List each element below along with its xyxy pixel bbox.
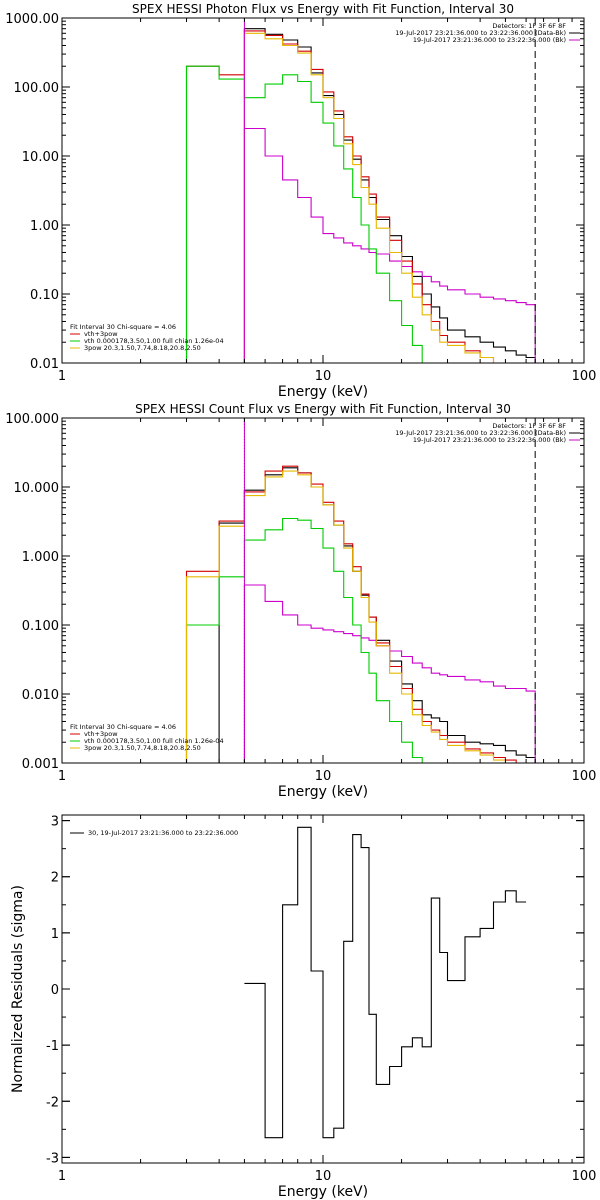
legend-entry: 3pow 20.3,1.50,7.74,8.18,20.8,2.50 (84, 744, 201, 752)
header-line: 19-Jul-2017 23:21:36.000 to 23:22:36.000… (413, 36, 566, 44)
chart-3: 1 10 100 -3 -2 -1 0 1 2 3 Energy (keV) Normalized R… (10, 814, 597, 1200)
header-line: 19-Jul-2017 23:21:36.000 to 23:22:36.000… (395, 429, 566, 437)
series-3pow (185, 470, 517, 763)
series-3pow (243, 32, 506, 363)
legend-entry: 30, 19-Jul-2017 23:21:36.000 to 23:22:36… (88, 829, 238, 837)
x-tick-label: 100 (572, 769, 597, 784)
header-line: 19-Jul-2017 23:21:36.000 to 23:22:36.000… (395, 29, 566, 37)
header-line: Detectors: 1F 3F 6F 8F (492, 422, 566, 430)
legend-entry: vth+3pow (84, 730, 118, 738)
y-axis-label: Normalized Residuals (sigma) (10, 885, 26, 1093)
series-vth (185, 517, 423, 763)
legend-entry: 3pow 20.3,1.50,7.74,8.18,20.8,2.50 (84, 344, 201, 352)
y-tick-label: 10.000 (14, 481, 60, 496)
x-tick-label: 1 (58, 369, 66, 384)
x-tick-label: 1 (58, 769, 66, 784)
y-tick-label: 2 (51, 871, 59, 886)
y-tick-label: 0 (51, 983, 59, 998)
plot-area (185, 18, 536, 363)
y-tick-label: -2 (46, 1095, 59, 1110)
x-tick-label: 10 (315, 1169, 332, 1184)
y-tick-label: 0.010 (22, 688, 59, 703)
series-vth-3pow (185, 465, 527, 763)
legend: Fit Interval 30 Chi-square = 4.06vth+3po… (70, 723, 224, 752)
y-tick-label: 0.001 (22, 757, 59, 772)
x-tick-label: 100 (572, 369, 597, 384)
x-tick-label: 1 (58, 1169, 66, 1184)
plot-frame (61, 417, 585, 764)
y-tick-label: 0.01 (30, 357, 59, 372)
chart-title: SPEX HESSI Photon Flux vs Energy with Fi… (132, 2, 514, 16)
y-tick-label: 100.00 (14, 81, 60, 96)
x-axis-label: Energy (keV) (278, 384, 368, 400)
legend: 30, 19-Jul-2017 23:21:36.000 to 23:22:36… (70, 829, 238, 837)
header-line: 19-Jul-2017 23:21:36.000 to 23:22:36.000… (413, 436, 566, 444)
y-tick-label: 1.000 (22, 550, 59, 565)
header-line: Detectors: 1F 3F 6F 8F (492, 22, 566, 30)
series-data-bk (218, 467, 536, 763)
y-tick-label: 0.100 (22, 619, 59, 634)
plot-area (185, 418, 536, 763)
y-tick-label: 0.10 (30, 288, 59, 303)
legend-entry: vth 0.000178,3.50,1.00 full chian 1.26e-… (84, 337, 224, 345)
y-tick-label: 3 (51, 815, 59, 830)
y-tick-label: -1 (46, 1039, 59, 1054)
y-tick-label: 10.00 (22, 150, 59, 165)
series-data-bk (243, 28, 536, 363)
y-tick-label: 100.000 (5, 412, 59, 427)
x-tick-label: 100 (572, 1169, 597, 1184)
legend-title: Fit Interval 30 Chi-square = 4.06 (70, 723, 176, 731)
series-30-19-jul-2017-23-21-36-000-to-23-22-36-000 (244, 826, 527, 1139)
legend: Fit Interval 30 Chi-square = 4.06vth+3po… (70, 323, 224, 352)
y-tick-label: -3 (46, 1151, 59, 1166)
chart-1: 1 10 100 0.01 0.10 1.00 10.00 100.00 1000.00 SPEX… (5, 2, 596, 400)
legend-entry: vth+3pow (84, 330, 118, 338)
x-tick-label: 10 (315, 369, 332, 384)
x-axis-label: Energy (keV) (278, 1184, 368, 1200)
series-bk (243, 584, 536, 763)
x-axis-label: Energy (keV) (278, 784, 368, 800)
series-vth (185, 65, 423, 363)
legend-title: Fit Interval 30 Chi-square = 4.06 (70, 323, 176, 331)
x-tick-label: 10 (315, 769, 332, 784)
chart-2: 1 10 100 0.001 0.010 0.100 1.000 10.000 100.000 S… (5, 402, 596, 800)
y-tick-label: 1 (51, 927, 59, 942)
plot-area (244, 826, 527, 1139)
legend-entry: vth 0.000178,3.50,1.00 full chian 1.26e-… (84, 737, 224, 745)
y-tick-label: 1.00 (30, 219, 59, 234)
y-tick-label: 1000.00 (5, 12, 59, 27)
series-bk (243, 127, 536, 363)
chart-title: SPEX HESSI Count Flux vs Energy with Fit… (135, 402, 511, 416)
